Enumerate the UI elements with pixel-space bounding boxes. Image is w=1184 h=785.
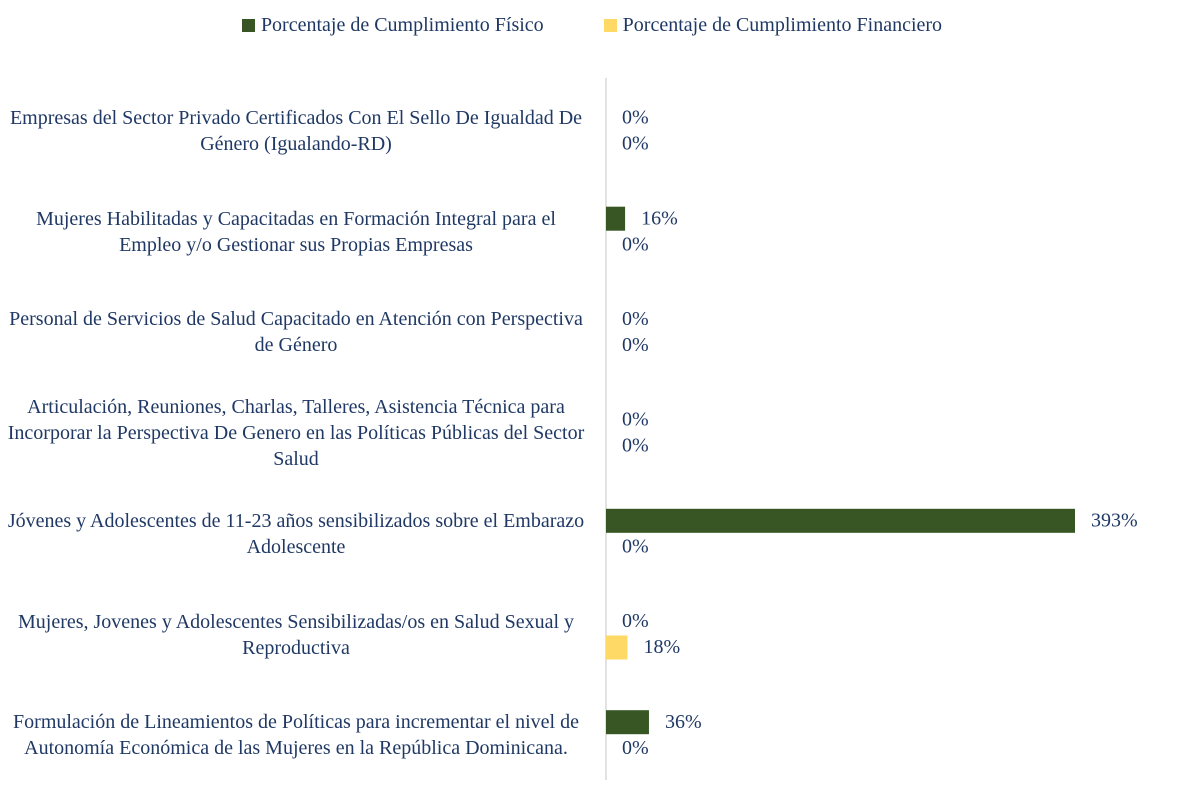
- category-label: Jóvenes y Adolescentes de 11-23 años sen…: [7, 509, 585, 558]
- value-label: 0%: [622, 737, 649, 759]
- bar: [606, 710, 649, 735]
- legend-swatch: [603, 19, 617, 32]
- value-label: 0%: [622, 133, 649, 155]
- value-label: 0%: [622, 334, 649, 356]
- bar: [606, 206, 626, 231]
- category-label: Personal de Servicios de Salud Capacitad…: [9, 308, 583, 357]
- value-label: 0%: [622, 409, 649, 431]
- value-label: 0%: [622, 610, 649, 632]
- category-label: Empresas del Sector Privado Certificados…: [9, 107, 583, 155]
- value-label: 0%: [622, 233, 649, 255]
- legend-item: Porcentaje de Cumplimiento Financiero: [603, 14, 943, 37]
- legend-label: Porcentaje de Cumplimiento Físico: [260, 14, 544, 36]
- value-label: 393%: [1091, 509, 1138, 531]
- category-label: Mujeres, Jovenes y Adolescentes Sensibil…: [17, 610, 574, 659]
- value-label: 18%: [643, 636, 680, 658]
- value-label: 16%: [641, 207, 678, 229]
- legend-swatch: [241, 19, 255, 32]
- value-label: 36%: [665, 711, 702, 733]
- legend-item: Porcentaje de Cumplimiento Físico: [241, 14, 544, 37]
- category-label: Formulación de Lineamientos de Políticas…: [13, 711, 579, 760]
- value-label: 0%: [622, 308, 649, 330]
- value-label: 0%: [622, 435, 649, 457]
- category-label: Articulación, Reuniones, Charlas, Taller…: [7, 396, 585, 471]
- legend: Porcentaje de Cumplimiento Físico Porcent…: [0, 14, 1184, 37]
- value-label: 0%: [622, 535, 649, 557]
- bar: [606, 635, 628, 660]
- bar: [606, 508, 1075, 533]
- value-label: 0%: [622, 107, 649, 129]
- category-label: Mujeres Habilitadas y Capacitadas en For…: [36, 207, 556, 256]
- legend-label: Porcentaje de Cumplimiento Financiero: [622, 14, 943, 36]
